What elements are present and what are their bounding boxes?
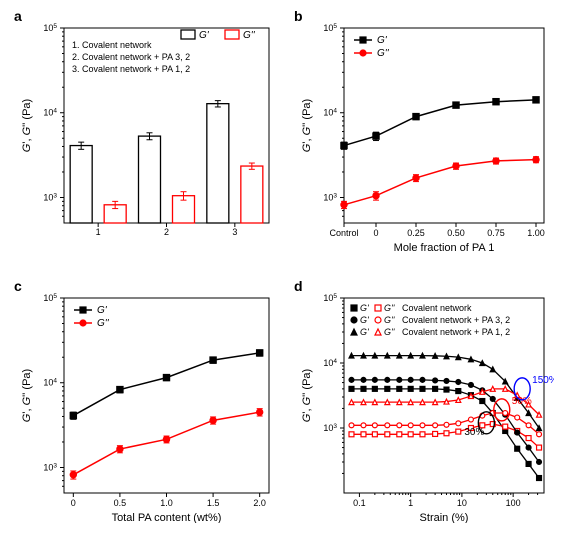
panel-label: c (14, 278, 22, 294)
svg-text:104: 104 (323, 107, 337, 118)
svg-text:105: 105 (43, 23, 57, 34)
svg-text:3. Covalent network + PA 1, 2: 3. Covalent network + PA 1, 2 (72, 64, 190, 74)
svg-text:105: 105 (323, 23, 337, 34)
svg-text:0.50: 0.50 (447, 228, 465, 238)
svg-text:G'': G'' (384, 327, 395, 337)
svg-text:G'': G'' (243, 30, 256, 41)
svg-text:1.00: 1.00 (527, 228, 545, 238)
svg-text:0.25: 0.25 (407, 228, 425, 238)
svg-text:105: 105 (43, 293, 57, 304)
svg-text:30%: 30% (464, 427, 484, 438)
svg-text:G': G' (97, 305, 108, 316)
svg-text:Covalent network + PA 1, 2: Covalent network + PA 1, 2 (402, 327, 510, 337)
svg-text:100: 100 (506, 498, 521, 508)
svg-text:Control: Control (329, 228, 358, 238)
svg-text:Mole fraction of PA 1: Mole fraction of PA 1 (394, 242, 495, 253)
svg-text:G'': G'' (384, 303, 395, 313)
svg-text:0: 0 (373, 228, 378, 238)
svg-text:G', G'' (Pa): G', G'' (Pa) (301, 99, 313, 152)
panel-label: a (14, 8, 22, 24)
svg-text:1. Covalent network: 1. Covalent network (72, 40, 152, 50)
svg-text:1: 1 (96, 227, 101, 237)
svg-text:G', G'' (Pa): G', G'' (Pa) (21, 99, 33, 152)
svg-text:105: 105 (323, 293, 337, 304)
svg-text:G'': G'' (377, 48, 390, 59)
svg-text:0.5: 0.5 (114, 498, 127, 508)
svg-text:104: 104 (323, 358, 337, 369)
svg-text:1: 1 (408, 498, 413, 508)
svg-text:150%: 150% (532, 375, 554, 386)
svg-text:2.0: 2.0 (253, 498, 266, 508)
svg-text:G'': G'' (384, 315, 395, 325)
svg-text:104: 104 (43, 107, 57, 118)
svg-text:G': G' (360, 303, 369, 313)
svg-text:0: 0 (71, 498, 76, 508)
svg-text:10: 10 (457, 498, 467, 508)
svg-text:G', G'' (Pa): G', G'' (Pa) (21, 369, 33, 422)
panel-b: b 103 104 105 G', G'' (Pa) Control 0 0.25 0.50 0.… (294, 8, 554, 253)
svg-text:2: 2 (164, 227, 169, 237)
svg-text:104: 104 (43, 377, 57, 388)
svg-text:1.0: 1.0 (160, 498, 173, 508)
svg-text:103: 103 (43, 462, 57, 473)
svg-text:2. Covalent network + PA 3, 2: 2. Covalent network + PA 3, 2 (72, 52, 190, 62)
svg-text:G', G'' (Pa): G', G'' (Pa) (301, 369, 313, 422)
svg-text:G': G' (377, 35, 388, 46)
svg-text:103: 103 (323, 192, 337, 203)
panel-label: b (294, 8, 303, 24)
svg-text:G'': G'' (97, 318, 110, 329)
svg-text:Total PA content (wt%): Total PA content (wt%) (112, 512, 222, 523)
svg-text:G': G' (360, 315, 369, 325)
svg-text:G': G' (199, 30, 210, 41)
svg-text:50%: 50% (512, 396, 532, 407)
svg-text:0.75: 0.75 (487, 228, 505, 238)
svg-text:Covalent network: Covalent network (402, 303, 472, 313)
svg-text:3: 3 (232, 227, 237, 237)
svg-text:1.5: 1.5 (207, 498, 220, 508)
svg-text:0.1: 0.1 (353, 498, 366, 508)
panel-d: d 103 104 105 G', G'' (Pa) 0.1 1 10 100 Strain (%… (294, 278, 554, 523)
panel-c: c 103 104 105 G', G'' (Pa) 0 0.5 1.0 1.5 2.0 Total… (14, 278, 282, 523)
svg-text:103: 103 (43, 192, 57, 203)
svg-text:Strain (%): Strain (%) (420, 512, 469, 523)
svg-text:Covalent network + PA 3, 2: Covalent network + PA 3, 2 (402, 315, 510, 325)
svg-text:103: 103 (323, 423, 337, 434)
panel-label: d (294, 278, 303, 294)
svg-text:G': G' (360, 327, 369, 337)
panel-a: a 103 104 105 G', G'' (Pa) 1 2 3 G' G'' 1. Covalen… (14, 8, 282, 253)
